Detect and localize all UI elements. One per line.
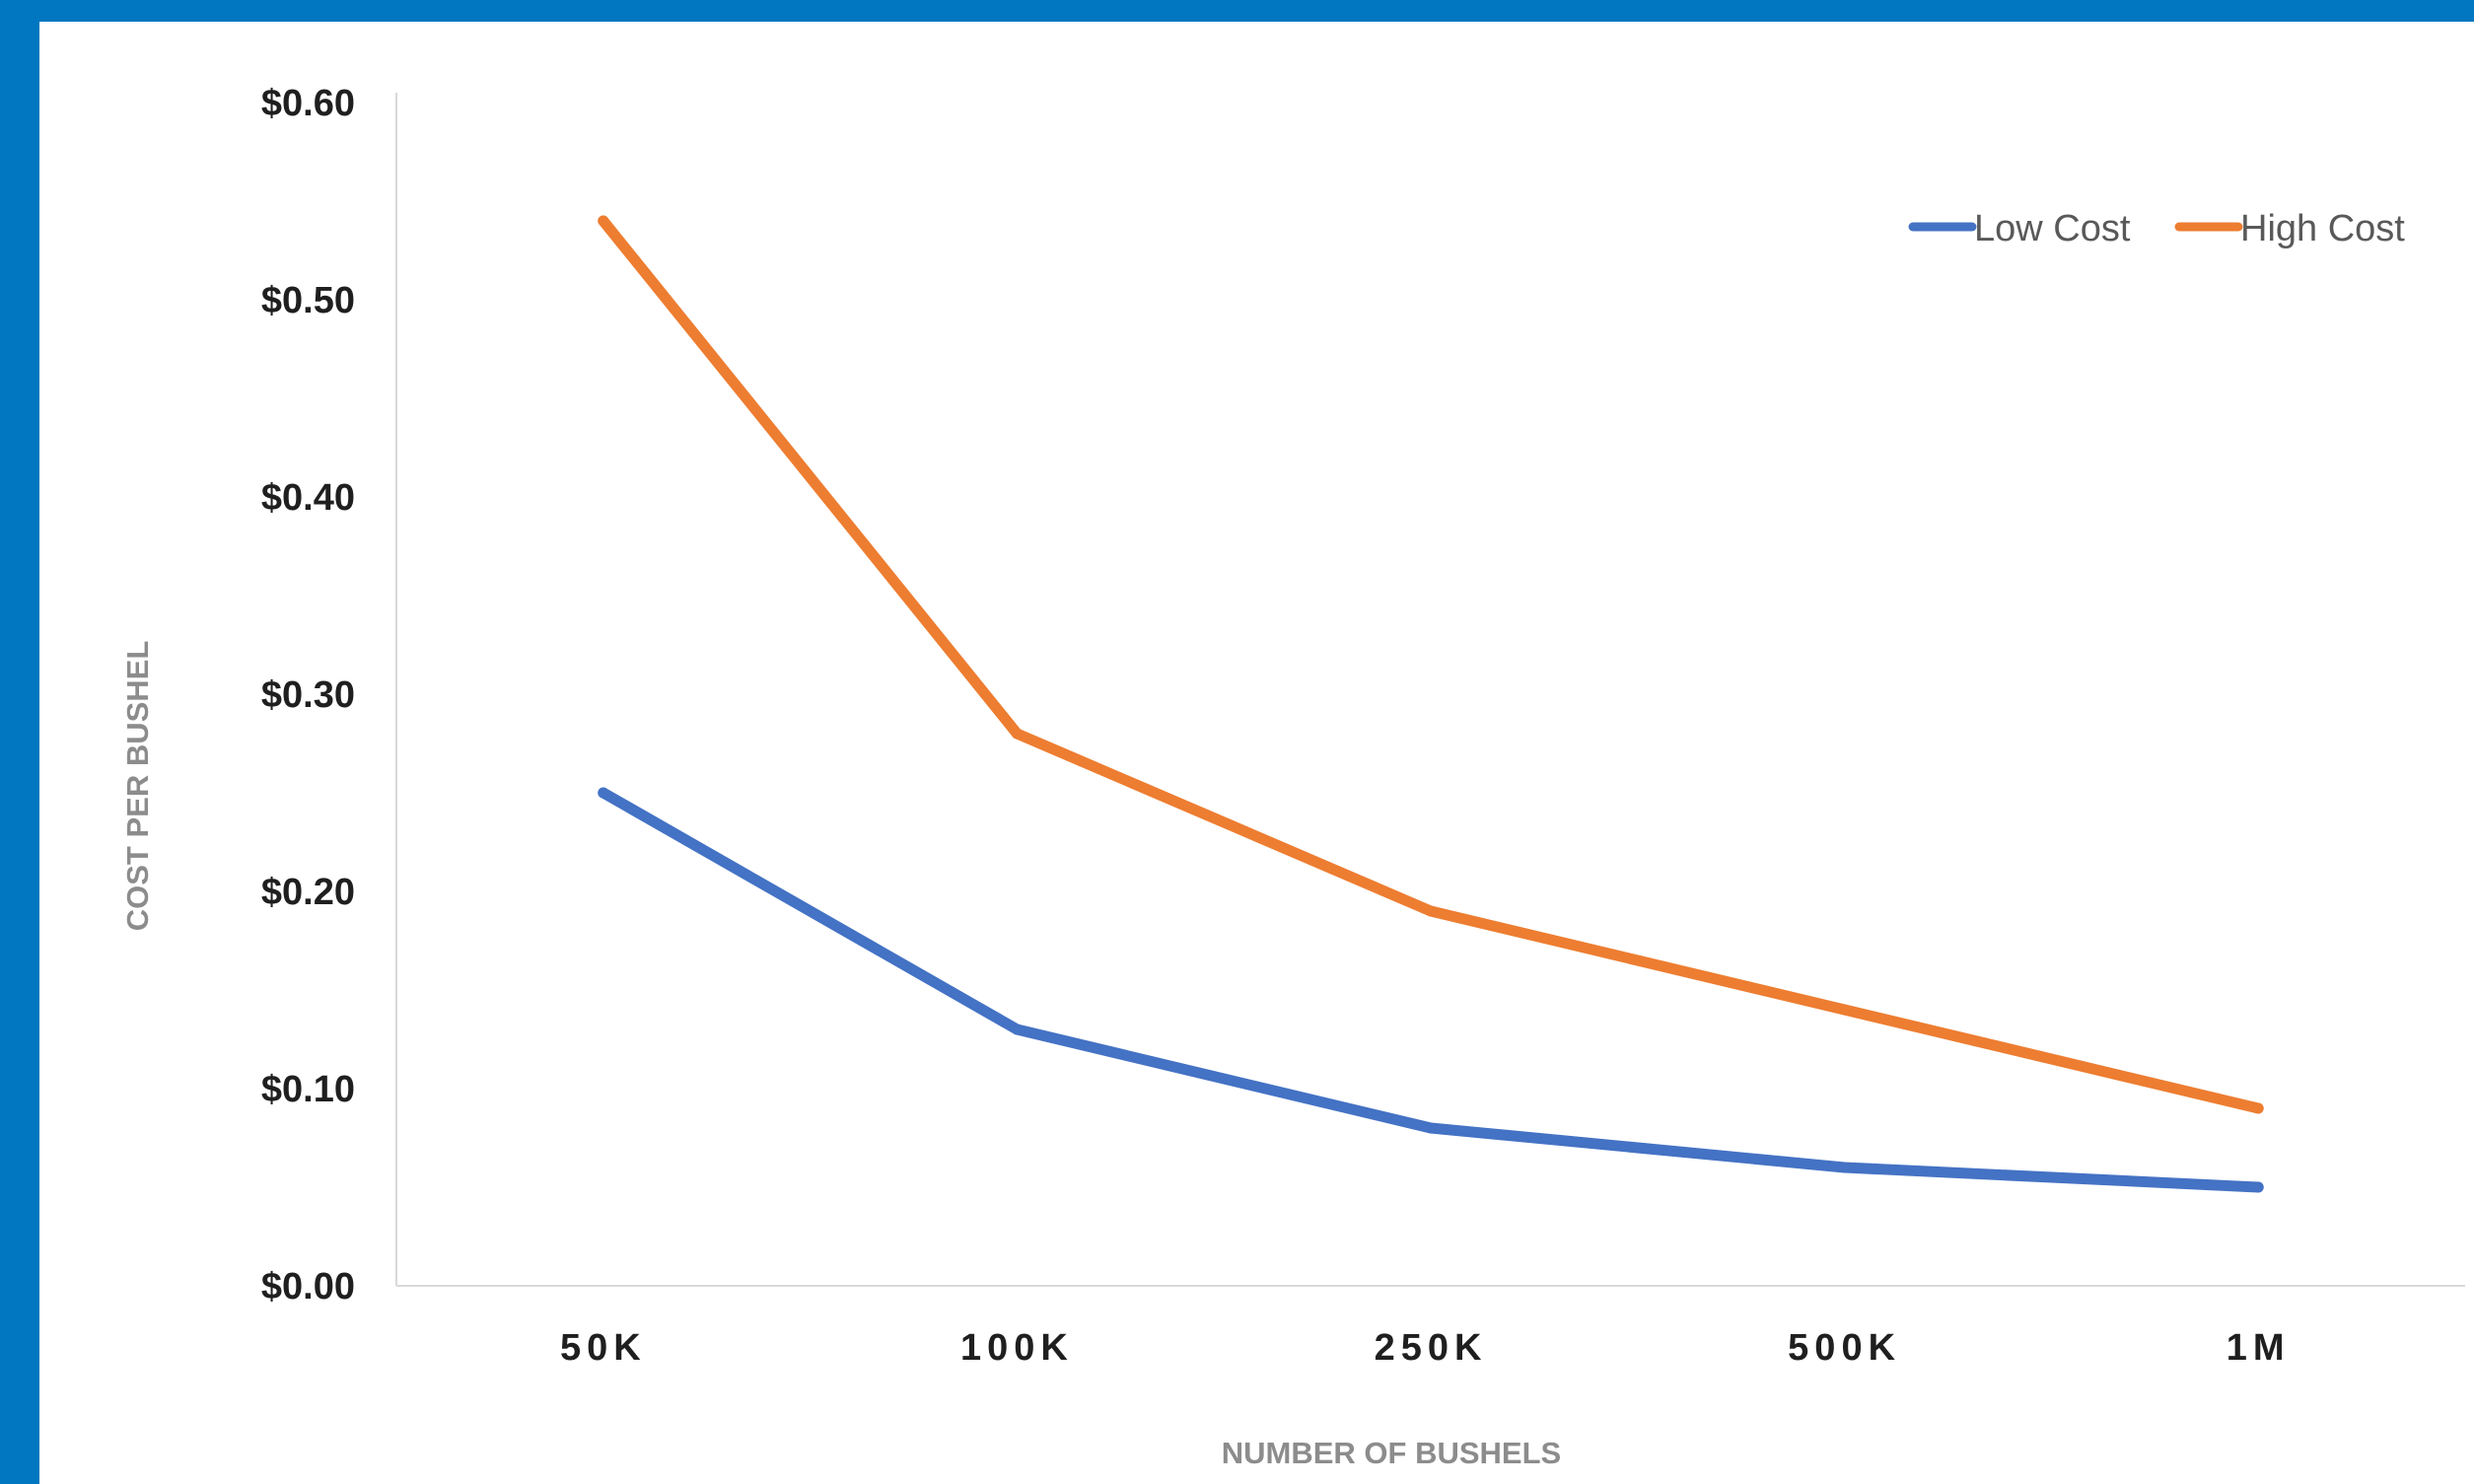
- legend: Low Cost High Cost: [1908, 208, 2405, 249]
- legend-label-high-cost: High Cost: [2240, 208, 2405, 249]
- data-point-low-cost: [2252, 1181, 2264, 1193]
- y-tick-label: $0.30: [261, 674, 355, 716]
- data-point-high-cost: [1839, 1004, 1851, 1016]
- y-axis: $0.00 $0.10 $0.20 $0.30 $0.40 $0.50 $0.60: [261, 83, 397, 1307]
- line-chart: $0.00 $0.10 $0.20 $0.30 $0.40 $0.50 $0.60 50K 1…: [120, 83, 2465, 1470]
- legend-label-low-cost: Low Cost: [1974, 208, 2131, 249]
- y-tick-label: $0.60: [261, 83, 355, 124]
- y-tick-label: $0.40: [261, 477, 355, 519]
- y-tick-label: $0.00: [261, 1266, 355, 1307]
- series-lines: [598, 215, 2264, 1193]
- data-point-low-cost: [1839, 1162, 1851, 1173]
- data-point-low-cost: [598, 787, 609, 799]
- x-tick-label: 50K: [560, 1327, 647, 1369]
- x-axis-title: NUMBER OF BUSHELS: [1222, 1436, 1561, 1470]
- x-tick-label: 500K: [1788, 1327, 1901, 1369]
- y-axis-title: COST PER BUSHEL: [120, 641, 155, 932]
- data-point-high-cost: [1011, 728, 1023, 740]
- x-axis: 50K 100K 250K 500K 1M: [396, 1285, 2465, 1369]
- y-tick-label: $0.50: [261, 280, 355, 321]
- x-tick-label: 250K: [1375, 1327, 1488, 1369]
- data-point-low-cost: [1425, 1122, 1437, 1134]
- x-tick-label: 1M: [2227, 1327, 2291, 1369]
- y-tick-label: $0.10: [261, 1069, 355, 1110]
- data-point-low-cost: [1011, 1024, 1023, 1035]
- x-tick-label: 100K: [960, 1327, 1074, 1369]
- data-point-high-cost: [1425, 905, 1437, 917]
- chart-frame: $0.00 $0.10 $0.20 $0.30 $0.40 $0.50 $0.60 50K 1…: [39, 22, 2474, 1484]
- data-point-high-cost: [2252, 1102, 2264, 1114]
- series-line-high-cost: [598, 215, 2264, 1114]
- data-point-high-cost: [598, 215, 609, 227]
- y-tick-label: $0.20: [261, 872, 355, 913]
